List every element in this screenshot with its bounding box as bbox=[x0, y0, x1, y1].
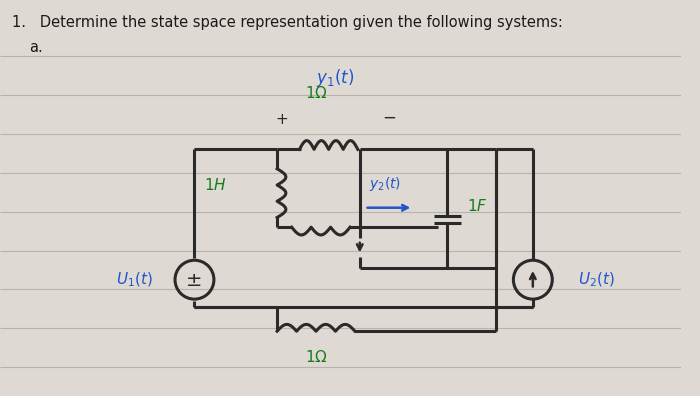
Text: $1F$: $1F$ bbox=[467, 198, 487, 214]
Text: $1H$: $1H$ bbox=[204, 177, 228, 193]
Text: $y_2(t)$: $y_2(t)$ bbox=[370, 175, 402, 193]
Text: $y_1(t)$: $y_1(t)$ bbox=[316, 67, 355, 89]
Text: $1\Omega$: $1\Omega$ bbox=[304, 85, 328, 101]
Text: a.: a. bbox=[29, 40, 43, 55]
Text: $U_2(t)$: $U_2(t)$ bbox=[578, 270, 615, 289]
Text: $1\Omega$: $1\Omega$ bbox=[304, 349, 328, 365]
Text: ±: ± bbox=[186, 271, 203, 290]
Text: −: − bbox=[382, 108, 396, 126]
Text: $U_1(t)$: $U_1(t)$ bbox=[116, 270, 153, 289]
Text: +: + bbox=[276, 112, 288, 127]
Text: 1.   Determine the state space representation given the following systems:: 1. Determine the state space representat… bbox=[12, 15, 563, 30]
